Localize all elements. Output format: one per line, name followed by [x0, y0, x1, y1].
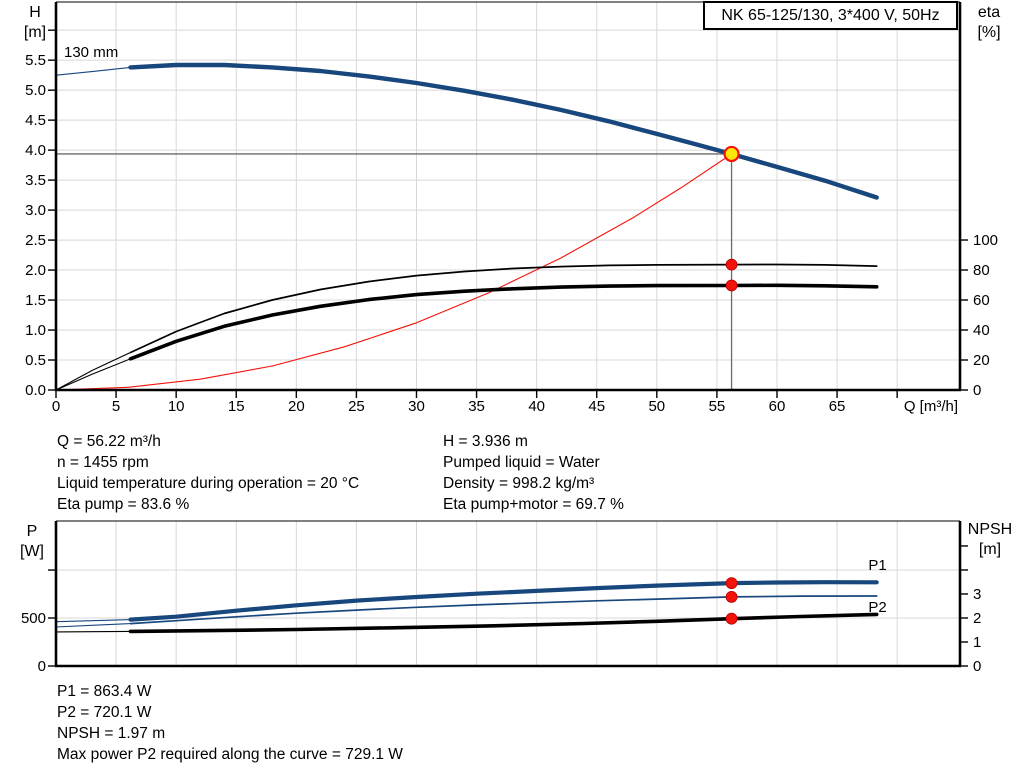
- system-curve: [55, 153, 733, 391]
- x-axis-unit-label: Q [m³/h]: [904, 398, 958, 415]
- info-speed: n = 1455 rpm: [57, 454, 149, 471]
- x-axis-tick-label: 15: [228, 398, 245, 415]
- right-axis-tick-label: 0: [973, 382, 981, 399]
- p-axis-title-line1: P: [26, 523, 38, 540]
- right-axis-tick-label: 3: [973, 586, 981, 603]
- p1-curve-thin: [55, 619, 132, 623]
- npsh-axis-title-line1: NPSH: [967, 521, 1013, 538]
- x-axis-tick-label: 60: [769, 398, 786, 415]
- npsh-curve-thin: [55, 630, 132, 633]
- p2-curve-label: P2: [868, 599, 886, 616]
- npsh-duty-marker: [725, 612, 738, 625]
- p1-curve: [128, 580, 879, 622]
- eta-pump-motor-curve-thin: [55, 358, 132, 391]
- power-info-block: P1 = 863.4 W P2 = 720.1 W NPSH = 1.97 m …: [57, 681, 403, 765]
- left-axis-tick-label: 0: [38, 658, 46, 675]
- left-axis-tick-label: 5.0: [25, 82, 46, 99]
- p1-duty-marker: [725, 577, 738, 590]
- h-axis-title-line2: [m]: [23, 24, 47, 41]
- right-axis-tick-label: 40: [973, 322, 990, 339]
- info-p2: P2 = 720.1 W: [57, 704, 152, 721]
- h-axis-title-line1: H: [29, 4, 41, 21]
- head-curve-thin: [55, 66, 132, 76]
- info-p1: P1 = 863.4 W: [57, 683, 152, 700]
- right-axis-tick-label: 1: [973, 634, 981, 651]
- info-npsh: NPSH = 1.97 m: [57, 725, 166, 742]
- eta-axis-title: eta [%]: [960, 3, 1018, 43]
- right-axis-tick-label: 80: [973, 262, 990, 279]
- x-axis-tick-label: 35: [468, 398, 485, 415]
- info-liquid-temp: Liquid temperature during operation = 20…: [57, 475, 360, 492]
- left-axis-tick-label: 3.0: [25, 202, 46, 219]
- x-axis-tick-label: 50: [648, 398, 665, 415]
- eta-axis-title-line2: [%]: [977, 24, 1001, 41]
- qh-eta-chart: 0.0 0.5 1.0 1.5 2.0 2.5 3.0 3.5 4.0 4.5 5.0 5.5 0 20 4…: [25, 1, 998, 415]
- left-axis-tick-label: 2.5: [25, 232, 46, 249]
- left-axis-tick-label: 0.0: [25, 382, 46, 399]
- npsh-axis-title-line2: [m]: [978, 541, 1002, 558]
- pump-title-box: NK 65-125/130, 3*400 V, 50Hz: [703, 1, 958, 30]
- info-eta-pump-motor: Eta pump+motor = 69.7 %: [443, 496, 624, 513]
- p-axis-title: P [W]: [8, 522, 56, 562]
- x-axis-tick-label: 0: [52, 398, 60, 415]
- head-curve-130mm: [128, 62, 879, 200]
- npsh-axis-title: NPSH [m]: [958, 520, 1022, 560]
- power-npsh-chart: 0 500 0 1 2 3 P1 P2: [21, 520, 981, 675]
- p2-curve-thin: [55, 623, 132, 628]
- left-axis-tick-label: 4.0: [25, 142, 46, 159]
- left-axis-tick-label: 4.5: [25, 112, 46, 129]
- x-axis-tick-label: 55: [709, 398, 726, 415]
- x-axis-tick-label: 30: [408, 398, 425, 415]
- eta-pump-motor-curve: [128, 283, 879, 361]
- npsh-curve: [128, 612, 879, 634]
- x-axis-tick-label: 25: [348, 398, 365, 415]
- right-axis-tick-label: 0: [973, 658, 981, 675]
- eta-axis-title-line1: eta: [977, 4, 1001, 21]
- p2-duty-marker: [725, 590, 738, 603]
- left-axis-tick-label: 2.0: [25, 262, 46, 279]
- duty-info-left: Q = 56.22 m³/h n = 1455 rpm Liquid tempe…: [57, 431, 359, 515]
- p1-curve-label: P1: [868, 557, 886, 574]
- left-axis-tick-label: 1.5: [25, 292, 46, 309]
- left-axis-tick-label: 0.5: [25, 352, 46, 369]
- info-density: Density = 998.2 kg/m³: [443, 475, 595, 492]
- info-eta-pump: Eta pump = 83.6 %: [57, 496, 190, 513]
- x-axis-tick-label: 40: [528, 398, 545, 415]
- p-axis-title-line2: [W]: [20, 543, 44, 560]
- info-h: H = 3.936 m: [443, 433, 528, 450]
- right-axis-tick-label: 20: [973, 352, 990, 369]
- duty-point-marker[interactable]: [723, 145, 740, 163]
- info-max-p2: Max power P2 required along the curve = …: [57, 746, 403, 763]
- left-axis-tick-label: 5.5: [25, 52, 46, 69]
- left-axis-tick-label: 500: [21, 610, 46, 627]
- x-axis-tick-label: 10: [168, 398, 185, 415]
- x-axis-tick-label: 20: [288, 398, 305, 415]
- eta-pump-motor-duty-marker: [725, 279, 738, 292]
- info-q: Q = 56.22 m³/h: [57, 433, 161, 450]
- h-axis-title: H [m]: [12, 3, 58, 43]
- eta-pump-curve: [129, 263, 878, 354]
- right-axis-tick-label: 2: [973, 610, 981, 627]
- right-axis-tick-label: 60: [973, 292, 990, 309]
- duty-info-right: H = 3.936 m Pumped liquid = Water Densit…: [443, 431, 624, 515]
- eta-pump-duty-marker: [725, 258, 738, 271]
- eta-pump-curve-thin: [55, 351, 132, 391]
- impeller-diameter-label: 130 mm: [64, 44, 119, 61]
- right-axis-tick-label: 100: [973, 232, 998, 249]
- x-axis-tick-label: 45: [588, 398, 605, 415]
- left-axis-tick-label: 1.0: [25, 322, 46, 339]
- info-pumped-liquid: Pumped liquid = Water: [443, 454, 600, 471]
- x-axis-tick-label: 65: [829, 398, 846, 415]
- left-axis-tick-label: 3.5: [25, 172, 46, 189]
- x-axis-tick-label: 5: [112, 398, 120, 415]
